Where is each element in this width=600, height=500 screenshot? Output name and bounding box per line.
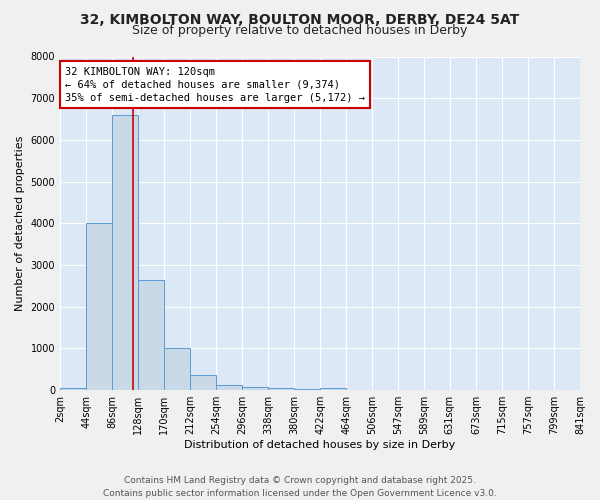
X-axis label: Distribution of detached houses by size in Derby: Distribution of detached houses by size … bbox=[184, 440, 455, 450]
Text: 32, KIMBOLTON WAY, BOULTON MOOR, DERBY, DE24 5AT: 32, KIMBOLTON WAY, BOULTON MOOR, DERBY, … bbox=[80, 12, 520, 26]
Bar bbox=[86, 224, 112, 390]
Bar bbox=[60, 388, 86, 390]
Bar bbox=[242, 387, 268, 390]
Bar bbox=[138, 280, 164, 390]
Bar bbox=[268, 388, 295, 390]
Bar bbox=[164, 348, 190, 390]
Text: Size of property relative to detached houses in Derby: Size of property relative to detached ho… bbox=[133, 24, 467, 37]
Y-axis label: Number of detached properties: Number of detached properties bbox=[15, 136, 25, 311]
Bar bbox=[190, 376, 216, 390]
Bar bbox=[216, 384, 242, 390]
Bar bbox=[320, 388, 346, 390]
Bar bbox=[112, 115, 138, 390]
Text: 32 KIMBOLTON WAY: 120sqm
← 64% of detached houses are smaller (9,374)
35% of sem: 32 KIMBOLTON WAY: 120sqm ← 64% of detach… bbox=[65, 66, 365, 103]
Text: Contains HM Land Registry data © Crown copyright and database right 2025.
Contai: Contains HM Land Registry data © Crown c… bbox=[103, 476, 497, 498]
Bar bbox=[295, 389, 320, 390]
